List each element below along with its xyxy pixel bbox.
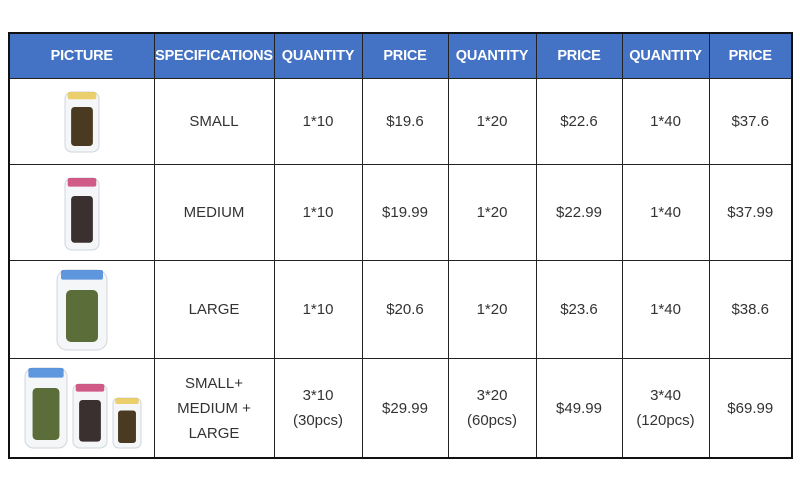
quantity-cell-line: (30pcs) <box>292 412 344 429</box>
quantity-cell-line: 1*20 <box>476 204 508 221</box>
quantity-cell-line: 3*40 <box>650 387 681 404</box>
header-quantity: QUANTITY <box>273 32 363 79</box>
header-price: PRICE <box>708 32 793 79</box>
specification-cell-line: MEDIUM <box>183 204 245 221</box>
specification-cell-line: MEDIUM + <box>177 399 251 417</box>
price-cell: $38.6 <box>708 260 793 359</box>
specification-cell-line: LARGE <box>188 301 240 318</box>
quantity-cell-line: 1*20 <box>476 113 508 130</box>
small-jar-bag-image <box>64 91 100 152</box>
price-table: PICTURE SPECIFICATIONS QUANTITY PRICE QU… <box>8 32 793 459</box>
quantity-cell-line: (120pcs) <box>636 412 695 429</box>
price-cell: $69.99 <box>708 358 793 459</box>
header-price: PRICE <box>535 32 623 79</box>
quantity-cell-line: 1*40 <box>650 204 681 221</box>
specification-cell: SMALL <box>153 78 275 165</box>
price-cell: $37.6 <box>708 78 793 165</box>
quantity-cell-line: 1*10 <box>302 204 334 221</box>
quantity-cell: 1*40 <box>621 260 710 359</box>
picture-cell <box>8 164 155 261</box>
specification-cell-line: LARGE <box>188 424 240 442</box>
quantity-cell: 1*10 <box>273 164 363 261</box>
specification-cell-line: SMALL <box>189 113 239 130</box>
quantity-cell: 3*20 (60pcs) <box>447 358 537 459</box>
price-cell: $22.99 <box>535 164 623 261</box>
quantity-cell: 1*20 <box>447 78 537 165</box>
picture-cell <box>8 260 155 359</box>
specification-cell: MEDIUM <box>153 164 275 261</box>
specification-cell: LARGE <box>153 260 275 359</box>
medium-jar-bag-image <box>64 177 100 250</box>
picture-cell <box>8 358 155 459</box>
price-cell: $19.6 <box>361 78 449 165</box>
table-row: SMALL 1*10 $19.6 1*20 $22.6 1*40 $37.6 <box>8 78 793 165</box>
quantity-cell: 1*10 <box>273 260 363 359</box>
set-jar-bag-image <box>24 367 142 449</box>
quantity-cell-line: 1*10 <box>302 301 334 318</box>
quantity-cell-line: 1*10 <box>302 113 334 130</box>
header-specifications: SPECIFICATIONS <box>153 32 275 79</box>
quantity-cell-line: 3*20 <box>476 387 508 404</box>
specification-cell: SMALL+ MEDIUM + LARGE <box>153 358 275 459</box>
picture-cell <box>8 78 155 165</box>
quantity-cell-line: 1*20 <box>476 301 508 318</box>
header-quantity: QUANTITY <box>447 32 537 79</box>
quantity-cell: 3*40 (120pcs) <box>621 358 710 459</box>
price-cell: $23.6 <box>535 260 623 359</box>
quantity-cell: 1*10 <box>273 78 363 165</box>
quantity-cell-line: 1*40 <box>650 301 681 318</box>
price-cell: $37.99 <box>708 164 793 261</box>
price-cell: $29.99 <box>361 358 449 459</box>
table-row: MEDIUM 1*10 $19.99 1*20 $22.99 1*40 $37.99 <box>8 164 793 261</box>
large-jar-bag-image <box>56 269 108 350</box>
quantity-cell: 1*20 <box>447 260 537 359</box>
quantity-cell: 1*20 <box>447 164 537 261</box>
price-cell: $49.99 <box>535 358 623 459</box>
header-quantity: QUANTITY <box>621 32 710 79</box>
price-cell: $22.6 <box>535 78 623 165</box>
table-row: SMALL+ MEDIUM + LARGE 3*10 (30pcs) $29.99 3*20… <box>8 358 793 459</box>
price-cell: $19.99 <box>361 164 449 261</box>
quantity-cell-line: (60pcs) <box>466 412 518 429</box>
header-price: PRICE <box>361 32 449 79</box>
quantity-cell: 1*40 <box>621 164 710 261</box>
quantity-cell: 3*10 (30pcs) <box>273 358 363 459</box>
table-row: LARGE 1*10 $20.6 1*20 $23.6 1*40 $38.6 <box>8 260 793 359</box>
quantity-cell: 1*40 <box>621 78 710 165</box>
header-picture: PICTURE <box>8 32 155 79</box>
quantity-cell-line: 1*40 <box>650 113 681 130</box>
header-row: PICTURE SPECIFICATIONS QUANTITY PRICE QU… <box>8 32 793 79</box>
specification-cell-line: SMALL+ <box>185 374 243 392</box>
quantity-cell-line: 3*10 <box>302 387 334 404</box>
price-cell: $20.6 <box>361 260 449 359</box>
